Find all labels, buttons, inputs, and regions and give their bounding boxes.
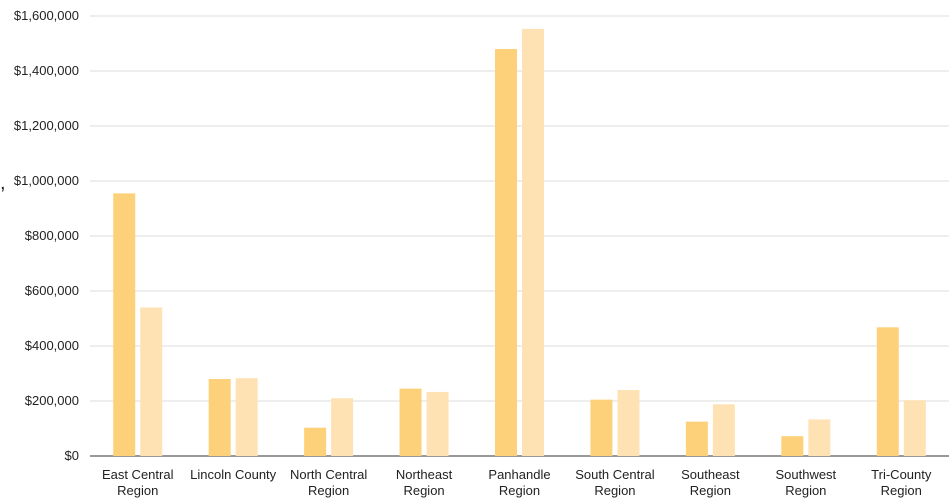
- bar-series-2-south-central-region: [617, 390, 640, 456]
- bar-series-2-panhandle-region: [522, 28, 544, 457]
- x-tick-label: Southwest Region: [775, 467, 836, 498]
- bar-series-1-northeast-region: [399, 388, 422, 456]
- bars: [113, 28, 926, 457]
- bar-series-2-northeast-region: [426, 391, 449, 456]
- bar-series-2-lincoln-county: [235, 378, 258, 456]
- bar-series-2-east-central-region: [140, 307, 163, 456]
- x-tick-label: East Central Region: [102, 467, 174, 498]
- x-tick-label: North Central Region: [290, 467, 367, 498]
- y-tick-label: $400,000: [25, 338, 79, 353]
- x-tick-label: Southeast Region: [681, 467, 740, 498]
- y-tick-label: $1,400,000: [14, 63, 79, 78]
- bar-series-1-panhandle-region: [495, 49, 517, 456]
- x-axis-tick-labels: East Central Region Lincoln County North Ce…: [102, 467, 932, 498]
- stray-comma-mark: ,: [0, 172, 6, 194]
- x-tick-label: Lincoln County: [190, 467, 276, 482]
- y-tick-label: $1,600,000: [14, 8, 79, 23]
- bar-series-1-east-central-region: [113, 193, 136, 456]
- bar-series-1-south-central-region: [590, 399, 613, 456]
- y-tick-label: $0: [65, 448, 79, 463]
- y-tick-label: $1,200,000: [14, 118, 79, 133]
- bar-series-2-southeast-region: [712, 404, 735, 456]
- bar-series-2-north-central-region: [331, 398, 354, 456]
- x-tick-label: Northeast Region: [396, 467, 453, 498]
- y-tick-label: $1,000,000: [14, 173, 79, 188]
- y-axis-tick-labels: $0 $200,000 $400,000 $600,000 $800,000 $1,000…: [14, 8, 79, 463]
- y-tick-label: $200,000: [25, 393, 79, 408]
- gridlines: [90, 15, 949, 457]
- x-tick-label: Panhandle Region: [488, 467, 550, 498]
- bar-series-1-north-central-region: [304, 427, 327, 456]
- bar-series-1-lincoln-county: [208, 379, 231, 456]
- bar-series-2-southwest-region: [808, 419, 831, 456]
- y-tick-label: $800,000: [25, 228, 79, 243]
- x-tick-label: Tri-County Region: [871, 467, 932, 498]
- x-tick-label: South Central Region: [575, 467, 655, 498]
- bar-series-1-southeast-region: [685, 421, 708, 456]
- bar-series-1-southwest-region: [781, 436, 804, 456]
- bar-series-2-tri-county-region: [903, 400, 926, 456]
- bar-series-1-tri-county-region: [876, 327, 899, 456]
- y-tick-label: $600,000: [25, 283, 79, 298]
